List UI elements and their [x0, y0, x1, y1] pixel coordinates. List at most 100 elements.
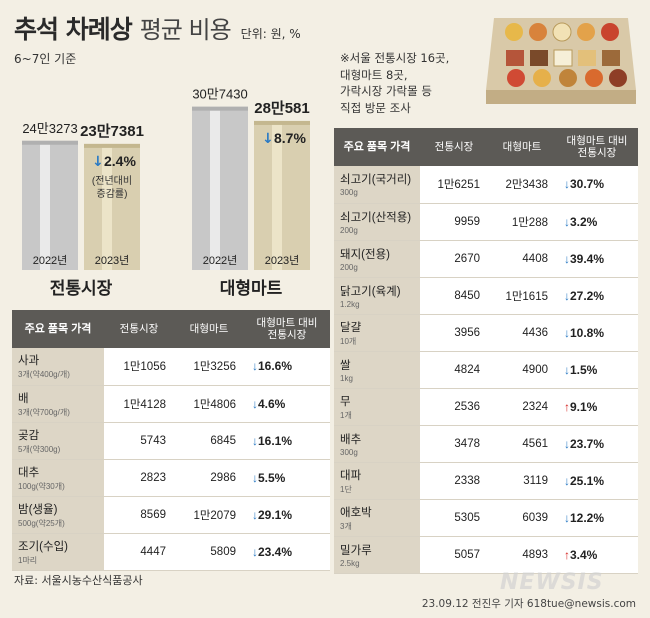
arrow-down-icon: ↓: [564, 251, 570, 266]
change-value: 25.1%: [570, 473, 605, 488]
item-unit: 100g(약30개): [18, 481, 65, 491]
change-cell: ↓10.8%: [556, 314, 638, 352]
bar-cap: [22, 140, 78, 145]
item-name: 달걀: [340, 321, 362, 334]
change-value: 23.4%: [258, 544, 293, 559]
change-cell: ↓1.5%: [556, 351, 638, 389]
change-value: 16.6%: [258, 359, 293, 374]
ritual-table-icon: [486, 18, 636, 104]
change-value: 3.4%: [570, 547, 598, 562]
change-value: 23.7%: [570, 436, 605, 451]
table-row: 닭고기(육계) 1.2kg 8450 1만1615 ↓27.2%: [334, 277, 638, 315]
group-label: 대형마트: [220, 278, 283, 299]
arrow-down-icon: ↓: [252, 544, 258, 559]
item-name: 조기(수입): [18, 540, 68, 553]
item-cell: 대파 1단: [334, 462, 420, 500]
bar-highlight: [40, 140, 50, 270]
table-row: 배 3개(약700g/개) 1만4128 1만4806 ↓4.6%: [12, 385, 330, 423]
item-cell: 돼지(전용) 200g: [334, 240, 420, 278]
table-row: 배추 300g 3478 4561 ↓23.7%: [334, 425, 638, 463]
change-cell: ↓25.1%: [556, 462, 638, 500]
bar-value-label: 28만581: [254, 100, 310, 117]
change-cell: ↓29.1%: [244, 496, 330, 534]
header-mart: 대형마트: [174, 310, 244, 348]
arrow-down-icon: ↓: [564, 473, 570, 488]
item-name: 닭고기(육계): [340, 285, 401, 298]
mart-price: 4893: [488, 536, 556, 574]
arrow-down-icon: ↓: [564, 177, 570, 192]
change-cell: ↓12.2%: [556, 499, 638, 537]
bar-category-label: 2022년: [33, 254, 68, 267]
change-value: 10.8%: [570, 325, 605, 340]
change-cell: ↓30.7%: [556, 166, 638, 204]
mart-price: 1만2079: [174, 496, 244, 534]
right-price-table: 주요 품목 가격 전통시장 대형마트 대형마트 대비 전통시장 쇠고기(국거리)…: [334, 128, 638, 574]
bar-value-label: 23만7381: [80, 123, 144, 140]
arrow-down-icon: ↓: [252, 396, 258, 411]
change-value: 30.7%: [570, 177, 605, 192]
item-name: 배추: [340, 433, 362, 446]
item-unit: 500g(약25개): [18, 518, 65, 528]
market-price: 5743: [104, 422, 174, 460]
item-unit: 5개(약300g): [18, 444, 61, 454]
title: 추석 차례상 평균 비용 단위: 원, %: [14, 10, 301, 46]
title-bold: 추석 차례상: [14, 15, 133, 44]
item-cell: 무 1개: [334, 388, 420, 426]
arrow-down-icon: ↓: [262, 131, 274, 147]
item-cell: 배추 300g: [334, 425, 420, 463]
arrow-up-icon: ↑: [564, 399, 570, 414]
item-unit: 1개: [340, 410, 352, 420]
item-name: 밀가루: [340, 544, 372, 557]
item-unit: 2.5kg: [340, 558, 360, 568]
item-name: 배: [18, 392, 29, 405]
market-price: 5057: [420, 536, 488, 574]
market-price: 1만6251: [420, 166, 488, 204]
item-name: 돼지(전용): [340, 248, 390, 261]
arrow-down-icon: ↓: [92, 154, 104, 170]
market-price: 2536: [420, 388, 488, 426]
table-row: 돼지(전용) 200g 2670 4408 ↓39.4%: [334, 240, 638, 278]
arrow-up-icon: ↑: [564, 547, 570, 562]
table-row: 밤(생율) 500g(약25개) 8569 1만2079 ↓29.1%: [12, 496, 330, 534]
change-cell: ↑3.4%: [556, 536, 638, 574]
item-cell: 밤(생율) 500g(약25개): [12, 496, 104, 534]
mart-price: 2986: [174, 459, 244, 497]
header-mart: 대형마트: [488, 128, 556, 166]
change-cell: ↓16.1%: [244, 422, 330, 460]
header-market: 전통시장: [420, 128, 488, 166]
change-value: 5.5%: [258, 470, 286, 485]
mart-price: 6845: [174, 422, 244, 460]
item-unit: 1.2kg: [340, 299, 360, 309]
survey-note: ※서울 전통시장 16곳, 대형마트 8곳, 가락시장 가락몰 등 직접 방문 …: [340, 51, 450, 115]
item-unit: 10개: [340, 336, 357, 346]
header-diff: 대형마트 대비 전통시장: [556, 128, 638, 166]
change-cell: ↑9.1%: [556, 388, 638, 426]
change-note: (전년대비: [92, 175, 132, 187]
change-cell: ↓39.4%: [556, 240, 638, 278]
arrow-down-icon: ↓: [564, 362, 570, 377]
item-name: 대추: [18, 466, 40, 479]
mart-price: 4436: [488, 314, 556, 352]
table-row: 달걀 10개 3956 4436 ↓10.8%: [334, 314, 638, 352]
table-row: 쌀 1kg 4824 4900 ↓1.5%: [334, 351, 638, 389]
item-cell: 사과 3개(약400g/개): [12, 348, 104, 386]
item-cell: 대추 100g(약30개): [12, 459, 104, 497]
market-price: 5305: [420, 499, 488, 537]
item-cell: 쇠고기(국거리) 300g: [334, 166, 420, 204]
market-price: 4447: [104, 533, 174, 571]
mart-price: 1만1615: [488, 277, 556, 315]
item-unit: 1kg: [340, 373, 353, 383]
header-diff: 대형마트 대비 전통시장: [244, 310, 330, 348]
table-row: 밀가루 2.5kg 5057 4893 ↑3.4%: [334, 536, 638, 574]
bar-value-label: 30만7430: [192, 87, 247, 102]
item-unit: 1마리: [18, 555, 38, 565]
table-row: 애호박 3개 5305 6039 ↓12.2%: [334, 499, 638, 537]
table-row: 쇠고기(산적용) 200g 9959 1만288 ↓3.2%: [334, 203, 638, 241]
item-cell: 닭고기(육계) 1.2kg: [334, 277, 420, 315]
item-name: 대파: [340, 469, 362, 482]
bar-cap: [192, 106, 248, 111]
table-row: 대파 1단 2338 3119 ↓25.1%: [334, 462, 638, 500]
mart-price: 4561: [488, 425, 556, 463]
item-cell: 애호박 3개: [334, 499, 420, 537]
